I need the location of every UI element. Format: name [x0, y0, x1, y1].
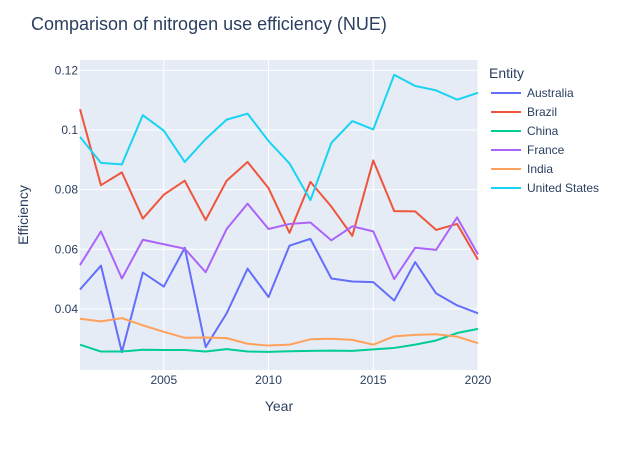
y-tick-label: 0.04	[55, 302, 79, 316]
legend[interactable]: Australia Brazil China France India United St…	[491, 86, 599, 195]
legend-label: India	[527, 162, 553, 176]
grid-lines	[80, 60, 479, 370]
legend-item-united-states[interactable]: United States	[491, 181, 599, 195]
series-line-india	[79, 317, 479, 347]
x-tick-labels: 2005 2010 2015 2020	[150, 373, 491, 387]
legend-item-australia[interactable]: Australia	[491, 86, 574, 100]
y-tick-label: 0.12	[55, 63, 79, 77]
legend-title: Entity	[489, 65, 524, 81]
y-tick-labels: 0.04 0.06 0.08 0.1 0.12	[55, 63, 79, 315]
y-tick-label: 0.1	[61, 123, 78, 137]
legend-item-france[interactable]: France	[491, 143, 565, 157]
legend-label: Brazil	[527, 105, 557, 119]
x-tick-label: 2010	[255, 373, 282, 387]
series-line-france	[79, 202, 479, 281]
x-tick-label: 2015	[360, 373, 387, 387]
legend-item-india[interactable]: India	[491, 162, 553, 176]
chart-title: Comparison of nitrogen use efficiency (N…	[31, 14, 387, 34]
y-axis-title: Efficiency	[15, 185, 31, 245]
x-axis-title: Year	[265, 398, 294, 414]
legend-label: United States	[527, 181, 599, 195]
legend-item-china[interactable]: China	[491, 124, 559, 138]
series-line-brazil	[79, 108, 479, 261]
legend-label: China	[527, 124, 559, 138]
x-tick-label: 2020	[465, 373, 492, 387]
y-tick-label: 0.08	[55, 183, 79, 197]
series-line-china	[79, 327, 479, 353]
series-lines	[79, 73, 479, 354]
y-tick-label: 0.06	[55, 242, 79, 256]
series-line-united-states	[79, 73, 479, 202]
x-tick-label: 2005	[150, 373, 177, 387]
legend-label: France	[527, 143, 565, 157]
series-line-australia	[79, 237, 479, 354]
legend-item-brazil[interactable]: Brazil	[491, 105, 557, 119]
legend-label: Australia	[527, 86, 574, 100]
